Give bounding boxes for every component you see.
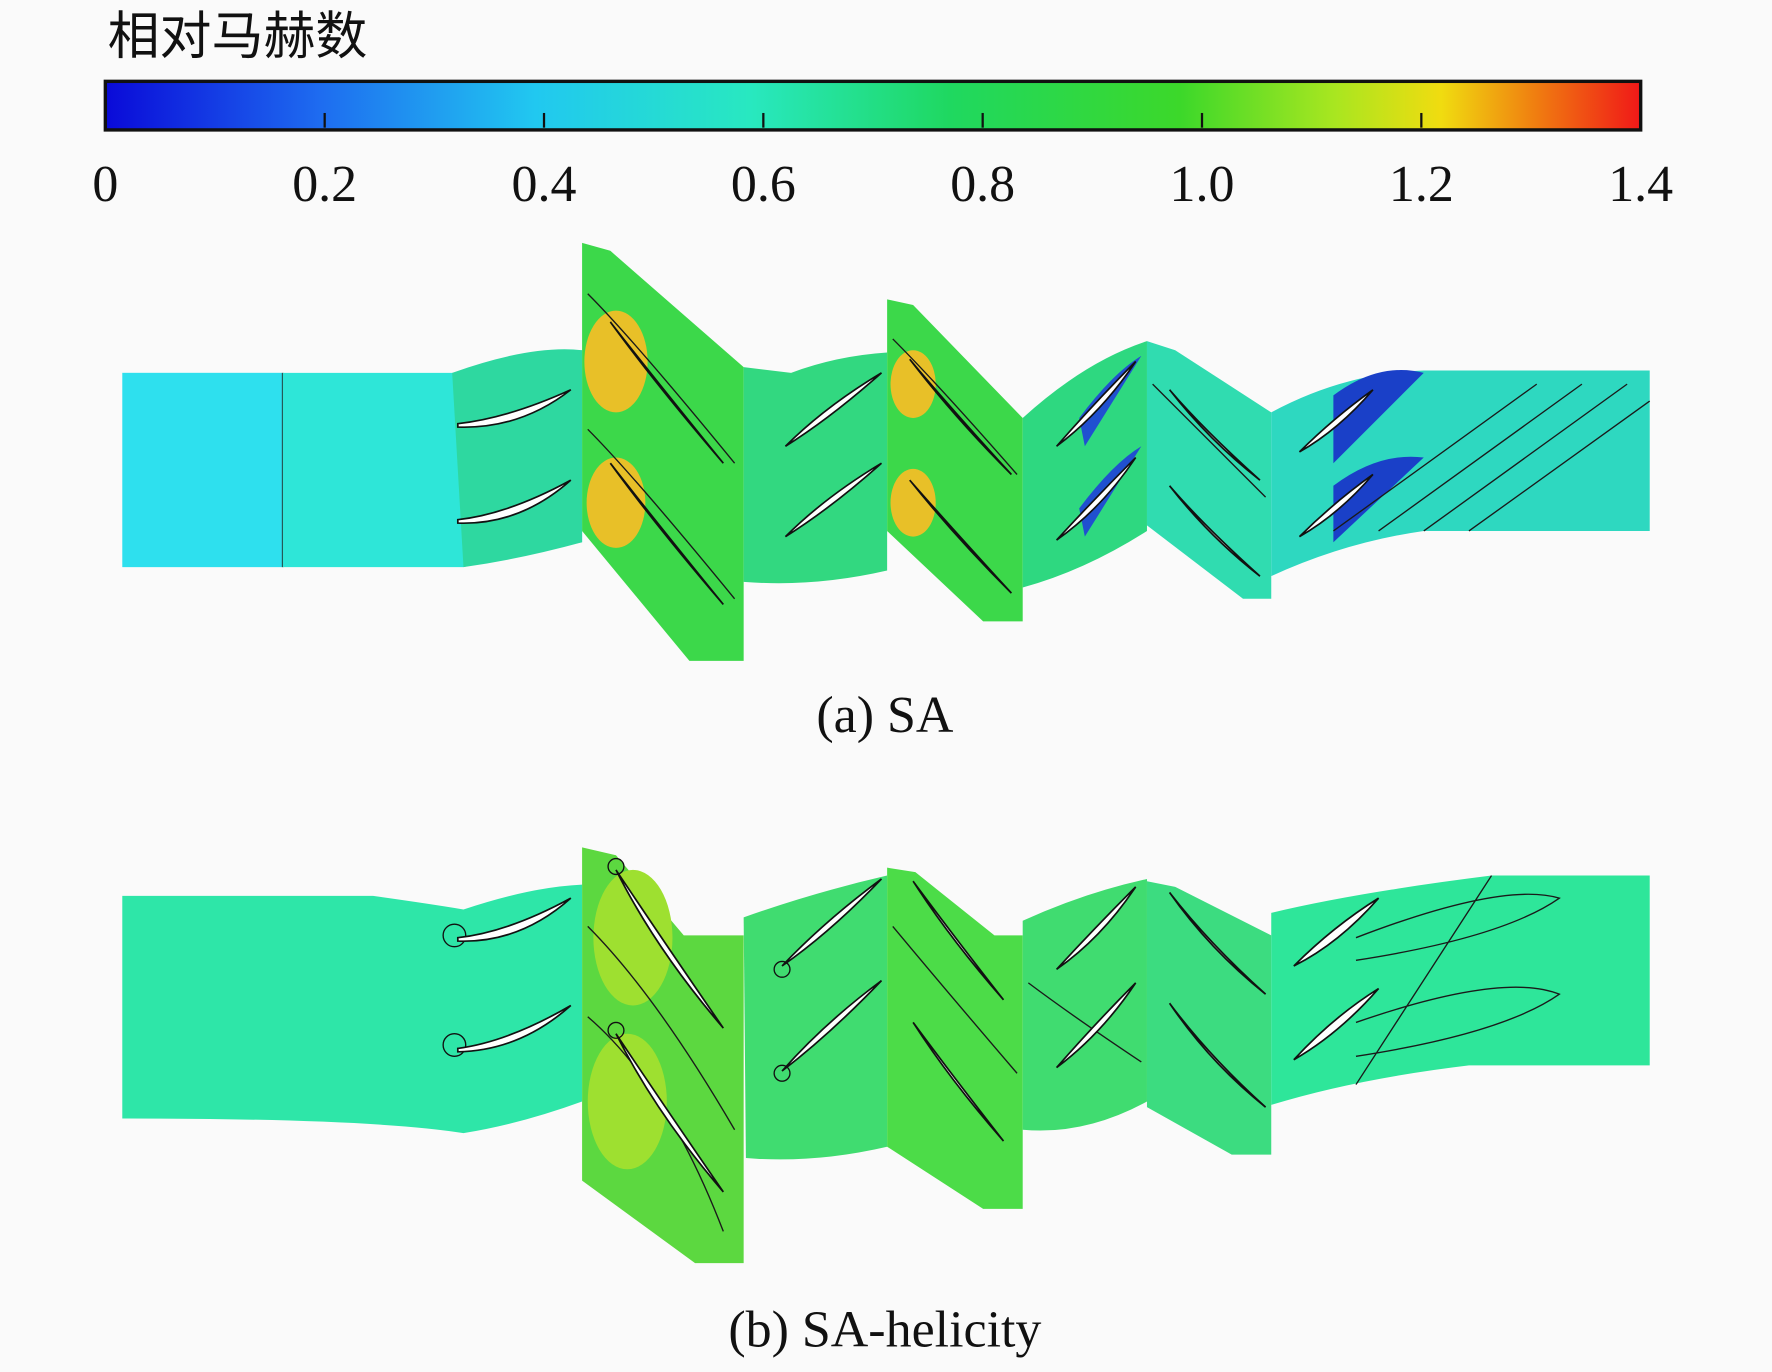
- stagnation-circles: [442, 857, 791, 1082]
- colorbar-tick-label: 0: [92, 156, 118, 213]
- colorbar-ticks: 0 0.2 0.4 0.6 0.8 1.0 1.2 1.4: [92, 112, 1673, 213]
- colorbar-tick-label: 0.4: [512, 156, 577, 213]
- stator2-domain: [1022, 878, 1147, 1131]
- outlet-domain: [1271, 875, 1650, 1105]
- outlet-domain: [1271, 370, 1650, 577]
- contour-panel-b: [122, 847, 1650, 1264]
- igv-passage: [452, 349, 583, 568]
- stator1-domain: [743, 352, 888, 584]
- inlet-domain: [122, 884, 583, 1134]
- colorbar-tick-label: 0.6: [731, 156, 796, 213]
- colorbar-tick-label: 1.2: [1389, 156, 1454, 213]
- rotor2-domain: [887, 299, 1023, 622]
- shock-region: [584, 310, 648, 413]
- high-mach-region: [593, 869, 673, 1006]
- rotor2-domain: [887, 867, 1023, 1209]
- colorbar: [103, 79, 1643, 132]
- panel-caption: (b) SA-helicity: [728, 1302, 1041, 1359]
- stator2-domain: [1022, 341, 1147, 588]
- blades: [456, 321, 1374, 605]
- shock-region: [890, 350, 936, 419]
- colorbar-tick-label: 1.0: [1170, 156, 1235, 213]
- colorbar-tick-label: 0.2: [292, 156, 357, 213]
- high-mach-region: [587, 1033, 667, 1170]
- low-mach-region: [1079, 355, 1142, 447]
- stator1-domain: [743, 875, 888, 1160]
- rotor3-domain: [1146, 881, 1272, 1155]
- shock-region: [586, 457, 646, 548]
- colorbar-tick-label: 0.8: [950, 156, 1015, 213]
- rotor3-domain: [1146, 341, 1272, 599]
- colorbar-title: 相对马赫数: [108, 7, 368, 67]
- inlet-domain: [122, 372, 283, 568]
- low-mach-region: [1333, 456, 1424, 543]
- shock-region: [890, 468, 936, 537]
- colorbar-tick-label: 1.4: [1608, 156, 1673, 213]
- low-mach-region: [1333, 369, 1424, 464]
- blades: [456, 869, 1380, 1193]
- contour-panel-a: [122, 242, 1651, 661]
- panel-caption: (a) SA: [816, 687, 954, 744]
- rotor1-domain: [582, 242, 744, 661]
